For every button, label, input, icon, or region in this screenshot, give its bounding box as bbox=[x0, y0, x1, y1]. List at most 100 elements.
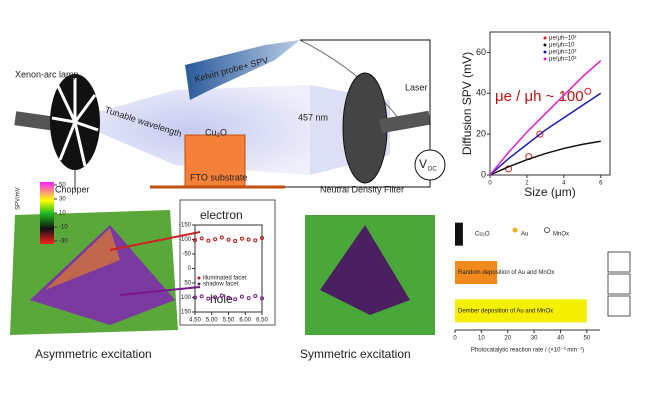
probe bbox=[185, 40, 300, 100]
y-tick-label: 0 bbox=[188, 266, 192, 272]
plot-frame bbox=[489, 31, 611, 176]
point bbox=[199, 236, 204, 241]
point bbox=[213, 237, 218, 242]
x-tick-label: 6.50 bbox=[256, 318, 268, 324]
x-tick-label: 20 bbox=[504, 336, 511, 342]
x-tick-label: 30 bbox=[531, 336, 538, 342]
cell-icons bbox=[607, 251, 631, 317]
bar bbox=[455, 299, 587, 323]
y-tick-label: -50 bbox=[182, 252, 191, 258]
label: FTO substrate bbox=[190, 172, 247, 182]
point bbox=[226, 237, 231, 242]
x-tick-label: 6.00 bbox=[239, 318, 251, 324]
caption: Symmetric excitation bbox=[300, 347, 411, 361]
legend-marker bbox=[543, 36, 547, 40]
point bbox=[219, 235, 224, 240]
x-axis-label: Photocatalytic reaction rate / (×10⁻³ mi… bbox=[471, 348, 584, 354]
point bbox=[246, 237, 251, 242]
colorbar-tick-label: -10 bbox=[59, 225, 68, 231]
x-tick-label: 5.50 bbox=[223, 318, 235, 324]
legend-label: μe/μh=10² bbox=[549, 50, 576, 56]
x-tick-label: 0 bbox=[488, 181, 492, 187]
sample-block bbox=[184, 134, 246, 188]
legend-label: illuminated facet bbox=[203, 276, 247, 282]
x-tick-label: 40 bbox=[557, 336, 564, 342]
x-tick-label: 2 bbox=[525, 181, 529, 187]
point bbox=[206, 296, 211, 301]
nd-filter bbox=[342, 72, 388, 184]
legend-marker bbox=[543, 43, 547, 47]
legend-marker bbox=[197, 282, 201, 286]
caption: Asymmetric excitation bbox=[35, 347, 152, 361]
category-label: Cu₂O bbox=[475, 232, 490, 238]
point bbox=[584, 87, 592, 95]
legend-label: μe/μh=10 bbox=[549, 43, 575, 49]
colorbar-tick-label: 50 bbox=[59, 183, 66, 189]
map-right-crystal bbox=[320, 225, 410, 315]
light-beam bbox=[70, 85, 310, 175]
line bbox=[489, 60, 602, 176]
point bbox=[213, 295, 218, 300]
bar bbox=[455, 261, 498, 284]
label: Neutral Density Filter bbox=[320, 184, 404, 194]
laser bbox=[379, 110, 431, 134]
label: electron bbox=[200, 208, 243, 222]
legend-marker bbox=[543, 50, 547, 54]
x-tick-label: 50 bbox=[583, 336, 590, 342]
legend-label: Au bbox=[521, 232, 528, 238]
arrow bbox=[109, 231, 201, 251]
y-tick-label: 20 bbox=[476, 129, 486, 139]
x-axis-label: Size (μm) bbox=[524, 185, 576, 199]
chopper-slots bbox=[51, 78, 99, 167]
x-tick-label: 5.00 bbox=[206, 318, 218, 324]
y-tick-label: 100 bbox=[181, 295, 192, 301]
label: V bbox=[419, 157, 427, 171]
point bbox=[239, 294, 244, 299]
legend-label: μe/μh=10³ bbox=[549, 57, 576, 63]
y-axis-label: Diffusion SPV (mV) bbox=[460, 52, 474, 155]
x-tick-label: 10 bbox=[478, 336, 485, 342]
colorbar-tick-label: 10 bbox=[59, 211, 66, 217]
colorbar-tick-label: -30 bbox=[59, 239, 68, 245]
label: Xenon-arc lamp bbox=[15, 69, 79, 79]
legend-marker bbox=[544, 227, 550, 234]
inset-frame bbox=[179, 199, 276, 326]
point bbox=[193, 295, 197, 300]
colorbar-tick-label: 30 bbox=[59, 197, 66, 203]
probe-wire bbox=[299, 39, 401, 121]
line bbox=[489, 140, 601, 176]
point bbox=[206, 238, 211, 243]
point bbox=[219, 293, 224, 298]
point bbox=[536, 130, 544, 138]
annotation: μe / μh ~ 100 bbox=[495, 88, 584, 105]
y-tick-label: -150 bbox=[179, 223, 192, 229]
label: Cu₂O bbox=[205, 127, 227, 137]
point bbox=[239, 236, 244, 241]
x-tick-label: 4 bbox=[562, 181, 566, 187]
line bbox=[489, 92, 602, 176]
legend-label: shadow facet bbox=[203, 282, 239, 288]
point bbox=[260, 236, 264, 241]
y-tick-label: 50 bbox=[184, 281, 191, 287]
y-tick-label: 0 bbox=[481, 169, 486, 179]
x-tick-label: 4.50 bbox=[189, 318, 201, 324]
point bbox=[233, 238, 238, 243]
y-tick-label: 150 bbox=[181, 310, 192, 316]
map-left-crystal bbox=[30, 225, 175, 325]
point bbox=[253, 294, 258, 299]
circuit bbox=[285, 39, 431, 188]
point bbox=[226, 295, 231, 300]
map-left-facet bbox=[45, 228, 120, 290]
legend-marker bbox=[543, 57, 547, 61]
colorbar-label: SPV/mV bbox=[16, 187, 22, 210]
point bbox=[260, 296, 264, 301]
colorbar bbox=[40, 182, 54, 244]
category-label: Random deposition of Au and MnOx bbox=[458, 270, 554, 276]
label: 457 nm bbox=[298, 112, 328, 122]
y-tick-label: 60 bbox=[476, 47, 486, 57]
point bbox=[233, 297, 238, 302]
point bbox=[199, 294, 204, 299]
x-tick-label: 0 bbox=[453, 336, 457, 342]
point bbox=[246, 296, 251, 301]
